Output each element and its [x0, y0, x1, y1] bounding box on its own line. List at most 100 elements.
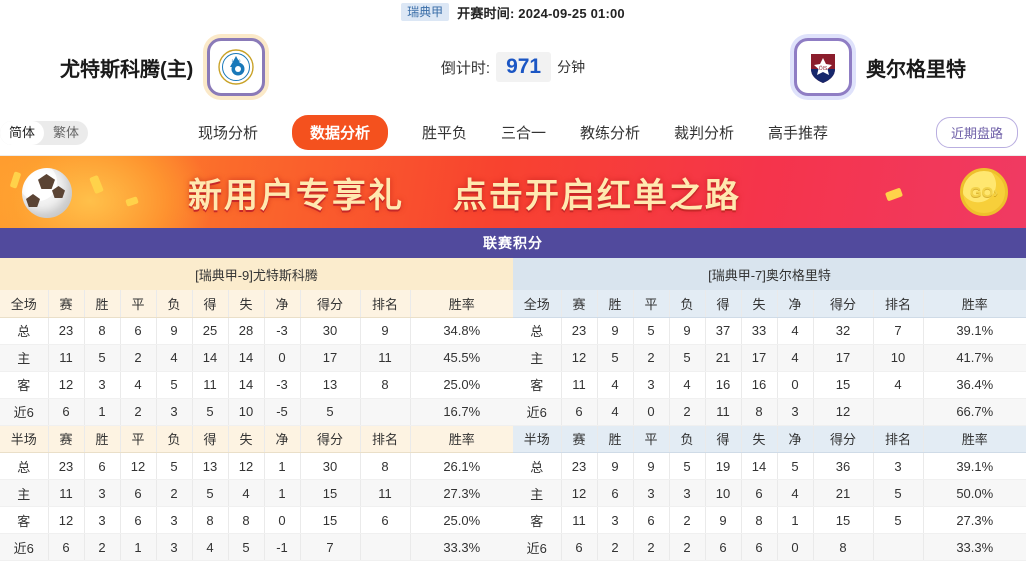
table-cell: 2 — [633, 533, 670, 561]
column-header: 排名 — [873, 425, 924, 453]
tab-referee-analysis[interactable]: 裁判分析 — [674, 125, 735, 142]
table-row: 客 12 3 6 3 8 8 0 15 6 25.0% — [0, 506, 513, 534]
home-standings-panel: [瑞典甲-9]尤特斯科腾 全场赛胜平负得失净得分 排名 胜率总 23 8 6 9 25 28 -3… — [0, 258, 513, 561]
soccer-ball-patch-icon — [52, 186, 65, 198]
table-cell: 45.5% — [410, 344, 513, 372]
table-cell: 7 — [873, 317, 924, 345]
row-label: 近6 — [513, 398, 562, 426]
tab-expert-picks[interactable]: 高手推荐 — [768, 125, 829, 142]
table-cell: 8 — [741, 398, 778, 426]
table-cell: 39.1% — [923, 317, 1026, 345]
table-header-row: 半场赛胜平负得失净得分 排名 胜率 — [0, 425, 513, 453]
row-label: 客 — [513, 371, 562, 399]
column-header: 负 — [156, 290, 193, 318]
kickoff-time: 开赛时间: 2024-09-25 01:00 — [457, 5, 625, 21]
table-row: 主 12 6 3 3 10 6 4 21 5 50.0% — [513, 479, 1026, 507]
table-cell: 12 — [228, 452, 265, 480]
table-cell: 12 — [48, 506, 85, 534]
column-header: 得 — [705, 290, 742, 318]
table-row: 客 11 4 3 4 16 16 0 15 4 36.4% — [513, 371, 1026, 399]
table-row: 总 23 9 5 9 37 33 4 32 7 39.1% — [513, 317, 1026, 345]
lang-traditional-option[interactable]: 繁体 — [53, 124, 80, 140]
table-cell — [873, 533, 924, 561]
countdown: 倒计时: 971 分钟 — [0, 52, 1026, 82]
row-label: 总 — [0, 452, 49, 480]
table-cell: 41.7% — [923, 344, 1026, 372]
table-cell: 50.0% — [923, 479, 1026, 507]
table-cell: 11 — [561, 506, 598, 534]
column-header: 平 — [633, 290, 670, 318]
table-cell: 13 — [300, 371, 361, 399]
table-cell — [873, 398, 924, 426]
table-cell: 5 — [777, 452, 814, 480]
away-team-block[interactable]: ÖIS 奥尔格里特 — [794, 38, 966, 96]
row-label: 总 — [513, 452, 562, 480]
analysis-navbar: 简体 繁体 现场分析 数据分析 胜平负 三合一 教练分析 裁判分析 高手推荐 近… — [0, 110, 1026, 156]
table-header-row: 全场赛胜平负得失净得分 排名 胜率 — [0, 290, 513, 318]
column-header: 失 — [228, 425, 265, 453]
column-header: 失 — [741, 425, 778, 453]
table-cell: 10 — [228, 398, 265, 426]
table-cell: 9 — [597, 452, 634, 480]
table-cell: 66.7% — [923, 398, 1026, 426]
recent-odds-button[interactable]: 近期盘路 — [935, 117, 1018, 148]
tab-live-analysis[interactable]: 现场分析 — [197, 125, 258, 142]
column-header: 半场 — [0, 425, 49, 453]
table-cell: 21 — [705, 344, 742, 372]
table-cell: 9 — [156, 317, 193, 345]
table-cell: 5 — [156, 452, 193, 480]
table-cell: 33 — [741, 317, 778, 345]
table-cell: 0 — [633, 398, 670, 426]
table-cell: 2 — [669, 398, 706, 426]
table-cell: 33.3% — [410, 533, 513, 561]
table-cell: 3 — [873, 452, 924, 480]
go-coin-button[interactable]: GO› — [960, 168, 1008, 216]
table-cell: 4 — [777, 479, 814, 507]
table-cell: 6 — [120, 479, 157, 507]
table-cell: 4 — [777, 317, 814, 345]
language-toggle[interactable]: 简体 繁体 — [0, 120, 89, 145]
tab-data-analysis[interactable]: 数据分析 — [291, 115, 388, 150]
tab-three-in-one[interactable]: 三合一 — [500, 125, 546, 142]
column-header: 全场 — [0, 290, 49, 318]
promo-banner[interactable]: 新用户专享礼 点击开启红单之路 GO› — [0, 156, 1026, 228]
column-header: 平 — [633, 425, 670, 453]
away-halftime-stats-table: 半场赛胜平负得失净得分 排名 胜率总 23 9 9 5 19 14 5 36 3 39.1% 主 12 6 3 3… — [513, 425, 1026, 561]
lang-simplified-option[interactable]: 简体 — [0, 120, 45, 145]
spark-icon-4 — [884, 187, 904, 202]
column-header: 胜率 — [410, 290, 513, 318]
column-header: 净 — [777, 290, 814, 318]
table-cell: 39.1% — [923, 452, 1026, 480]
table-cell: 0 — [777, 371, 814, 399]
tab-win-draw-loss[interactable]: 胜平负 — [421, 125, 467, 142]
table-cell: 3 — [156, 398, 193, 426]
table-cell: 33.3% — [923, 533, 1026, 561]
tab-coach-analysis[interactable]: 教练分析 — [580, 125, 641, 142]
table-cell: 5 — [84, 344, 121, 372]
table-cell: 8 — [360, 452, 411, 480]
column-header: 赛 — [561, 290, 598, 318]
table-cell: 3 — [84, 479, 121, 507]
away-fulltime-stats-table: 全场赛胜平负得失净得分 排名 胜率总 23 9 5 9 37 33 4 32 7 39.1% 主 12 5 2 5… — [513, 290, 1026, 426]
column-header: 胜 — [597, 425, 634, 453]
home-team-block[interactable]: 尤特斯科腾(主) 1926 — [60, 38, 266, 96]
table-cell: 12 — [561, 344, 598, 372]
home-team-crest-icon: 1926 — [207, 38, 266, 96]
table-row: 主 11 3 6 2 5 4 1 15 11 27.3% — [0, 479, 513, 507]
table-cell: 4 — [669, 371, 706, 399]
home-fulltime-stats-table: 全场赛胜平负得失净得分 排名 胜率总 23 8 6 9 25 28 -3 30 9 34.8% 主 11 5 2… — [0, 290, 513, 426]
table-cell: 2 — [156, 479, 193, 507]
soccer-ball-icon — [22, 168, 72, 218]
table-cell: 3 — [633, 371, 670, 399]
table-cell: -5 — [264, 398, 301, 426]
svg-text:1926: 1926 — [232, 58, 242, 63]
table-cell: 4 — [120, 371, 157, 399]
svg-text:ÖIS: ÖIS — [819, 65, 828, 72]
table-row: 近6 6 1 2 3 5 10 -5 5 16.7% — [0, 398, 513, 426]
row-label: 客 — [513, 506, 562, 534]
table-cell: 12 — [48, 371, 85, 399]
table-cell: 2 — [120, 398, 157, 426]
table-cell: 6 — [120, 317, 157, 345]
countdown-unit: 分钟 — [557, 59, 586, 75]
column-header: 排名 — [360, 290, 411, 318]
